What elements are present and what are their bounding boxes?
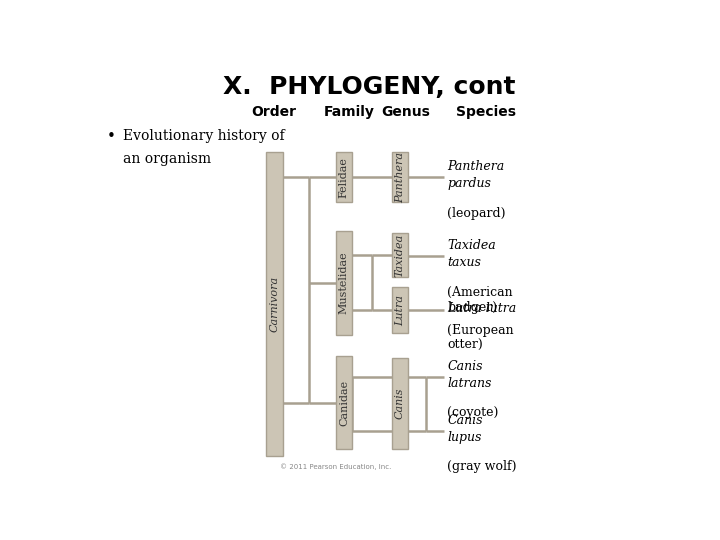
Text: (coyote): (coyote) bbox=[447, 406, 498, 419]
Text: Carnivora: Carnivora bbox=[269, 276, 279, 332]
Bar bbox=[392, 233, 408, 277]
Text: Taxidea
taxus: Taxidea taxus bbox=[447, 239, 496, 269]
Bar bbox=[392, 287, 408, 333]
Text: Panthera
pardus: Panthera pardus bbox=[447, 160, 505, 190]
Bar bbox=[266, 152, 282, 456]
Text: Species: Species bbox=[456, 105, 516, 119]
Text: Lutra: Lutra bbox=[395, 295, 405, 326]
Bar bbox=[336, 152, 351, 202]
Text: Genus: Genus bbox=[381, 105, 430, 119]
Text: Mustelidae: Mustelidae bbox=[339, 252, 349, 314]
Text: Order: Order bbox=[252, 105, 297, 119]
Text: an organism: an organism bbox=[124, 152, 212, 166]
Bar bbox=[392, 152, 408, 202]
Text: Canis
lupus: Canis lupus bbox=[447, 414, 482, 444]
Text: (leopard): (leopard) bbox=[447, 207, 505, 220]
Text: (European
otter): (European otter) bbox=[447, 324, 514, 352]
Text: Panthera: Panthera bbox=[395, 152, 405, 202]
Text: Canidae: Canidae bbox=[339, 380, 349, 426]
Bar bbox=[336, 356, 351, 449]
Text: Canis
latrans: Canis latrans bbox=[447, 360, 492, 389]
Bar bbox=[336, 231, 351, 335]
Text: (gray wolf): (gray wolf) bbox=[447, 460, 517, 473]
Text: Taxidea: Taxidea bbox=[395, 233, 405, 276]
Text: Canis: Canis bbox=[395, 388, 405, 420]
Bar bbox=[392, 358, 408, 449]
Text: Lutra lutra: Lutra lutra bbox=[447, 301, 516, 314]
Text: © 2011 Pearson Education, Inc.: © 2011 Pearson Education, Inc. bbox=[280, 463, 391, 470]
Text: X.  PHYLOGENY, cont: X. PHYLOGENY, cont bbox=[222, 75, 516, 99]
Text: Evolutionary history of: Evolutionary history of bbox=[124, 129, 285, 143]
Text: Felidae: Felidae bbox=[339, 157, 349, 198]
Text: •: • bbox=[107, 129, 116, 144]
Text: Family: Family bbox=[324, 105, 375, 119]
Text: (American
badger): (American badger) bbox=[447, 286, 513, 314]
